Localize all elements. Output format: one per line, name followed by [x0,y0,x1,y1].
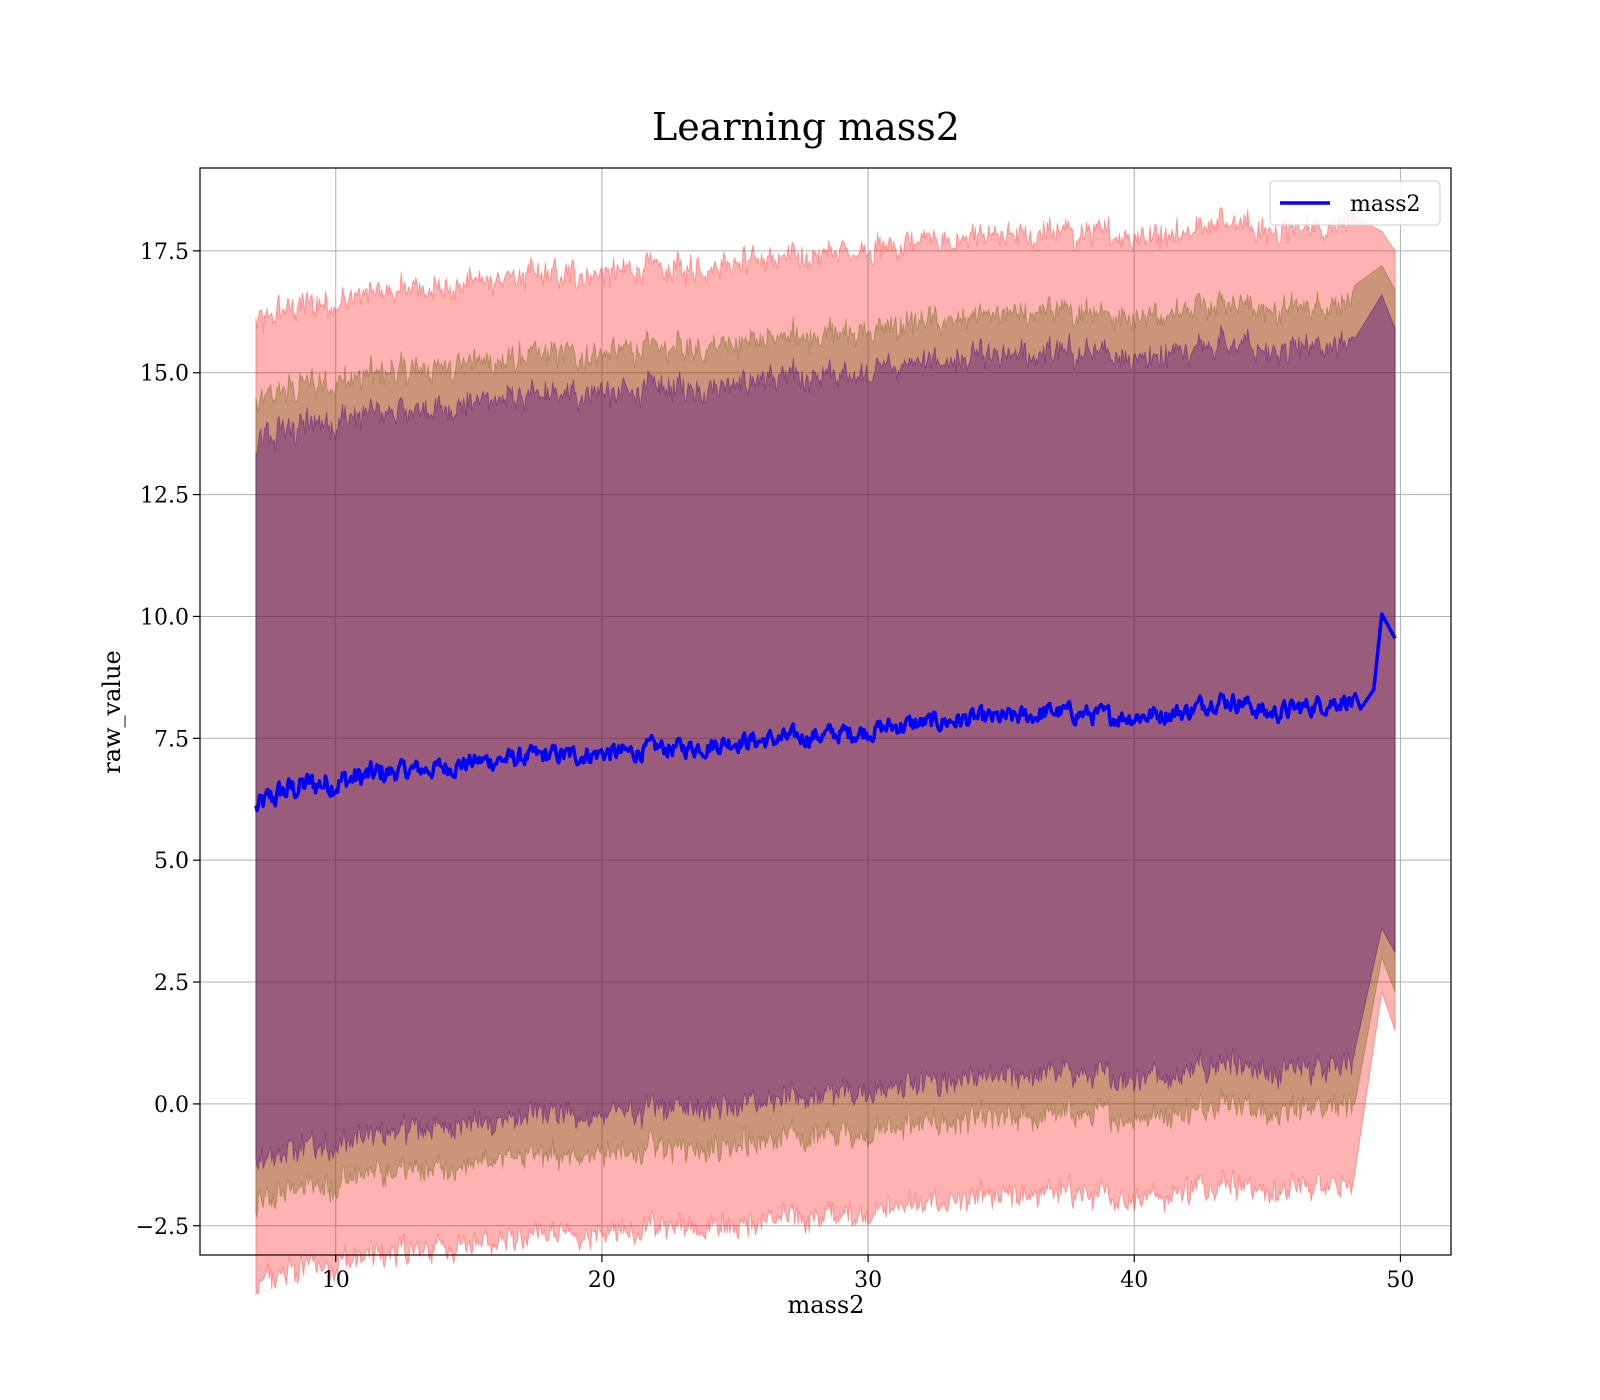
y-tick-label: 12.5 [140,484,189,509]
y-tick-label: 2.5 [154,971,189,996]
x-tick-label: 30 [854,1268,882,1293]
y-tick-label: 7.5 [154,727,189,752]
y-tick-label: 15.0 [140,362,189,387]
legend: mass2 [1269,180,1441,226]
x-tick-label: 40 [1120,1268,1148,1293]
y-axis-label: raw_value [98,650,126,774]
band-medium [255,264,1396,1218]
band-wide [255,206,1396,1296]
mean-line-group [254,612,1397,813]
chart-title: Learning mass2 [652,105,960,149]
x-tick-label: 10 [322,1268,350,1293]
mean-line-mass2 [254,612,1397,813]
confidence-bands [255,206,1396,1296]
y-tick-label: 10.0 [140,605,189,630]
y-tick-label: −2.5 [136,1215,189,1240]
x-axis-label: mass2 [788,1291,865,1319]
x-tick-label: 20 [588,1268,616,1293]
legend-box [1269,180,1441,226]
plot-frame [199,167,1452,1256]
y-axis-ticks: −2.5 0.0 2.5 5.0 7.5 10.0 12.5 15.0 17.5 [136,240,200,1240]
y-tick-label: 17.5 [140,240,189,265]
x-axis-ticks: 10 20 30 40 50 [322,1255,1414,1293]
y-tick-label: 5.0 [154,849,189,874]
grid-lines [200,168,1451,1255]
x-tick-label: 50 [1386,1268,1414,1293]
y-tick-label: 0.0 [154,1093,189,1118]
legend-label-mass2: mass2 [1350,192,1421,217]
